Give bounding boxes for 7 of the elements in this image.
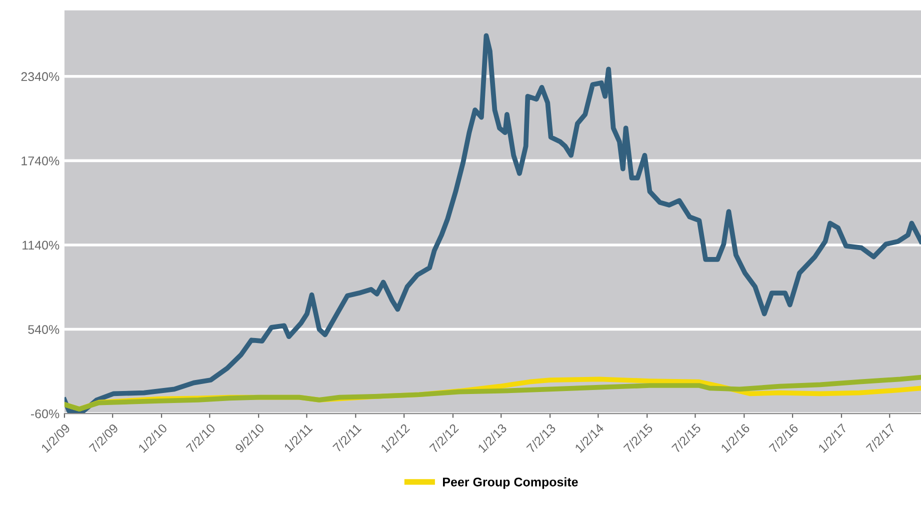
legend-label: Peer Group Composite [443,477,578,489]
y-tick-label: 2340% [21,72,60,82]
y-tick-label: 1740% [22,156,60,166]
y-tick-label: -60% [30,409,60,418]
line-series [64,33,921,414]
y-tick-label: 1140% [22,240,60,250]
y-tick-label: 540% [28,325,60,334]
